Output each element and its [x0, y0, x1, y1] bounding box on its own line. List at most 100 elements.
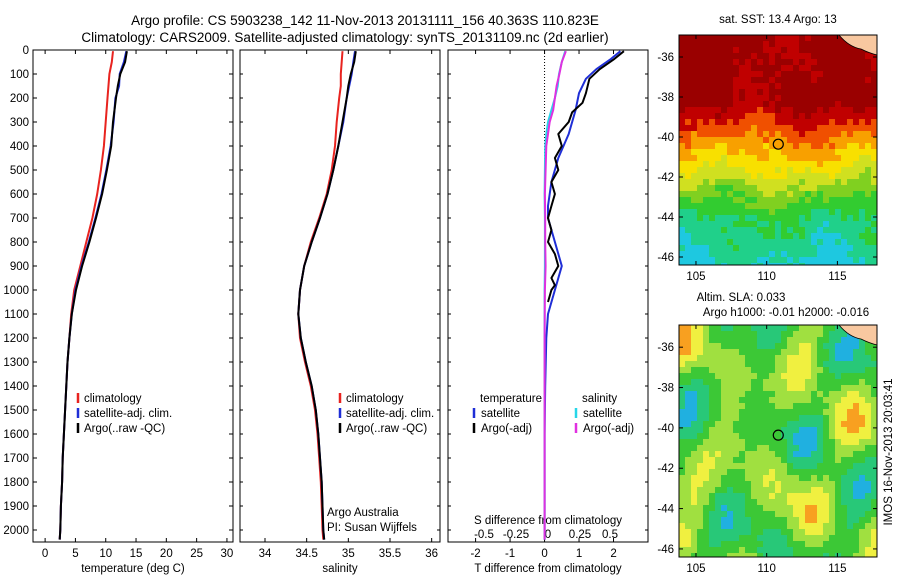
- heatmap-cell: [685, 523, 691, 529]
- heatmap-cell: [781, 263, 787, 265]
- heatmap-cell: [697, 367, 703, 373]
- heatmap-cell: [763, 101, 769, 107]
- heatmap-cell: [733, 505, 739, 511]
- heatmap-cell: [751, 209, 757, 215]
- heatmap-cell: [835, 197, 841, 203]
- heatmap-cell: [823, 191, 829, 197]
- heatmap-cell: [697, 439, 703, 445]
- heatmap-cell: [745, 179, 751, 185]
- heatmap-cell: [829, 155, 835, 161]
- heatmap-cell: [745, 457, 751, 463]
- heatmap-cell: [727, 421, 733, 427]
- heatmap-cell: [757, 361, 763, 367]
- heatmap-cell: [781, 391, 787, 397]
- heatmap-cell: [871, 131, 877, 137]
- heatmap-cell: [775, 463, 781, 469]
- heatmap-cell: [787, 71, 793, 77]
- heatmap-cell: [733, 517, 739, 523]
- heatmap-cell: [787, 239, 793, 245]
- heatmap-cell: [871, 499, 877, 505]
- heatmap-cell: [829, 331, 835, 337]
- heatmap-cell: [769, 415, 775, 421]
- map-frame: [678, 324, 878, 558]
- heatmap-cell: [823, 349, 829, 355]
- heatmap-cell: [721, 89, 727, 95]
- heatmap-cell: [793, 439, 799, 445]
- heatmap-cell: [775, 409, 781, 415]
- heatmap-cell: [745, 65, 751, 71]
- heatmap-cell: [703, 209, 709, 215]
- y-tick-label: 1000: [3, 285, 29, 297]
- heatmap-cell: [775, 173, 781, 179]
- heatmap-cell: [847, 59, 853, 65]
- heatmap-cell: [865, 499, 871, 505]
- heatmap-cell: [811, 191, 817, 197]
- heatmap-cell: [679, 167, 685, 173]
- heatmap-cell: [715, 179, 721, 185]
- heatmap-cell: [841, 439, 847, 445]
- heatmap-cell: [751, 391, 757, 397]
- heatmap-cell: [691, 59, 697, 65]
- heatmap-cell: [829, 463, 835, 469]
- heatmap-cell: [751, 547, 757, 553]
- heatmap-cell: [709, 113, 715, 119]
- heatmap-cell: [739, 257, 745, 263]
- heatmap-cell: [823, 209, 829, 215]
- heatmap-cell: [799, 155, 805, 161]
- heatmap-cell: [829, 511, 835, 517]
- heatmap-cell: [679, 155, 685, 161]
- heatmap-cell: [709, 541, 715, 547]
- heatmap-cell: [727, 161, 733, 167]
- heatmap-cell: [745, 385, 751, 391]
- heatmap-cell: [727, 415, 733, 421]
- heatmap-cell: [853, 343, 859, 349]
- heatmap-cell: [763, 185, 769, 191]
- heatmap-cell: [745, 83, 751, 89]
- heatmap-cell: [721, 385, 727, 391]
- heatmap-cell: [859, 373, 865, 379]
- heatmap-cell: [853, 119, 859, 125]
- heatmap-cell: [817, 197, 823, 203]
- heatmap-cell: [865, 547, 871, 553]
- heatmap-cell: [835, 439, 841, 445]
- heatmap-cell: [835, 427, 841, 433]
- heatmap-cell: [793, 343, 799, 349]
- heatmap-cell: [721, 131, 727, 137]
- heatmap-cell: [745, 427, 751, 433]
- heatmap-cell: [805, 143, 811, 149]
- heatmap-cell: [745, 487, 751, 493]
- heatmap-cell: [841, 379, 847, 385]
- heatmap-cell: [697, 505, 703, 511]
- heatmap-cell: [775, 53, 781, 59]
- heatmap-cell: [769, 409, 775, 415]
- heatmap-cell: [859, 47, 865, 53]
- heatmap-cell: [793, 47, 799, 53]
- heatmap-cell: [859, 77, 865, 83]
- heatmap-cell: [835, 263, 841, 265]
- heatmap-cell: [709, 511, 715, 517]
- heatmap-cell: [811, 137, 817, 143]
- heatmap-cell: [847, 119, 853, 125]
- heatmap-cell: [709, 445, 715, 451]
- heatmap-cell: [823, 47, 829, 53]
- heatmap-cell: [859, 361, 865, 367]
- series-line-2: [297, 51, 357, 540]
- heatmap-cell: [811, 499, 817, 505]
- heatmap-cell: [865, 197, 871, 203]
- heatmap-cell: [829, 263, 835, 265]
- heatmap-cell: [805, 131, 811, 137]
- heatmap-cell: [745, 523, 751, 529]
- x-tick-label: 36: [425, 548, 438, 560]
- heatmap-cell: [679, 95, 685, 101]
- heatmap-cell: [847, 71, 853, 77]
- heatmap-cell: [781, 143, 787, 149]
- heatmap-cell: [709, 355, 715, 361]
- heatmap-cell: [865, 535, 871, 541]
- heatmap-cell: [751, 191, 757, 197]
- heatmap-cell: [727, 523, 733, 529]
- heatmap-cell: [709, 47, 715, 53]
- heatmap-cell: [823, 155, 829, 161]
- heatmap-cell: [709, 379, 715, 385]
- heatmap-cell: [751, 131, 757, 137]
- heatmap-cell: [715, 325, 721, 331]
